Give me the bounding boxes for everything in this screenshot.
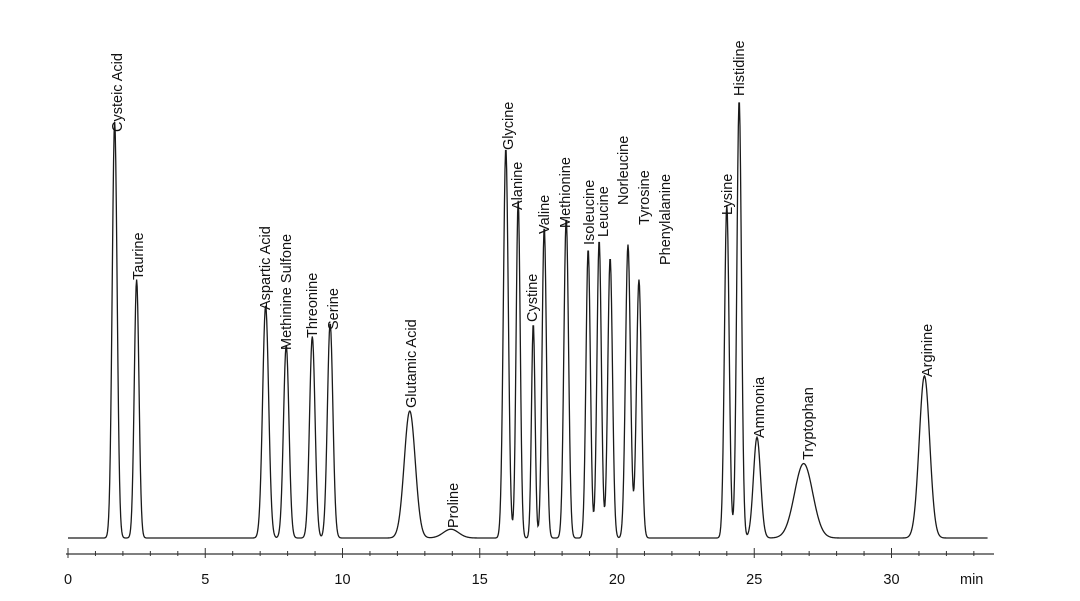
peak-label: Lysine: [720, 174, 736, 215]
peak-label: Arginine: [920, 324, 936, 377]
peak-label: Leucine: [596, 186, 612, 237]
x-axis-unit-label: min: [960, 572, 983, 588]
peak-label: Proline: [446, 483, 462, 528]
chromatogram-trace: [68, 102, 988, 539]
peak-label: Methionine: [558, 157, 574, 228]
peak-label: Glycine: [501, 102, 517, 150]
peak-label: Norleucine: [616, 136, 632, 205]
x-tick-label: 5: [201, 572, 209, 588]
peak-label: Glutamic Acid: [404, 319, 420, 408]
peak-label: Taurine: [131, 232, 147, 280]
peak-label: Threonine: [305, 273, 321, 338]
x-tick-label: 30: [883, 572, 899, 588]
peak-label: Isoleucine: [582, 180, 598, 245]
peak-label: Cysteic Acid: [110, 53, 126, 132]
peak-label: Alanine: [510, 162, 526, 210]
x-tick-label: 20: [609, 572, 625, 588]
peak-label: Methinine Sulfone: [279, 234, 295, 350]
peak-label: Tyrosine: [637, 170, 653, 225]
peak-label: Ammonia: [752, 376, 768, 438]
x-axis: 0 5 10 15 20 25 30: [64, 548, 994, 588]
peak-label: Valine: [537, 195, 553, 234]
peak-labels: Cysteic Acid Taurine Aspartic Acid Methinin…: [110, 40, 936, 528]
x-tick-label: 25: [746, 572, 762, 588]
peak-label: Tryptophan: [801, 387, 817, 460]
peak-label: Phenylalanine: [658, 174, 674, 265]
peak-label: Histidine: [732, 40, 748, 96]
x-tick-label: 0: [64, 572, 72, 588]
x-tick-label: 10: [334, 572, 350, 588]
peak-label: Serine: [326, 288, 342, 330]
peak-label: Cystine: [525, 274, 541, 322]
peak-label: Aspartic Acid: [258, 226, 274, 310]
x-tick-label: 15: [472, 572, 488, 588]
